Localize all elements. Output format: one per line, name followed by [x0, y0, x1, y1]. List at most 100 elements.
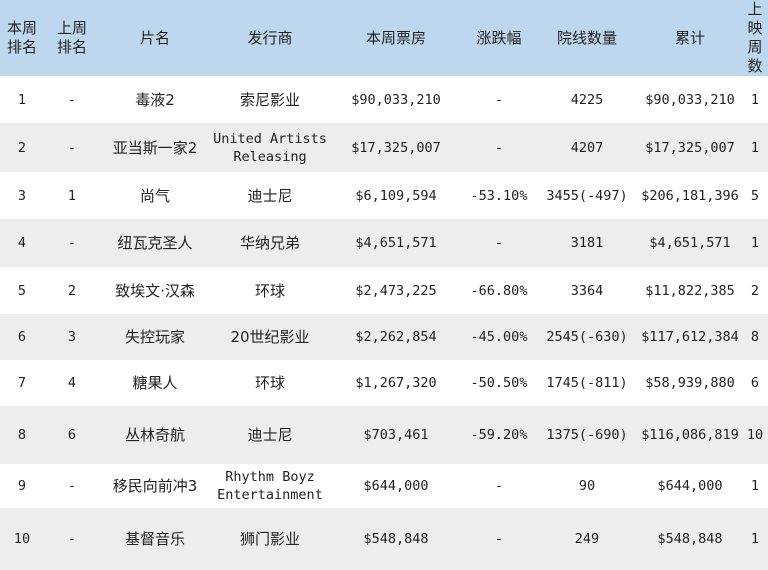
cell-change: -: [462, 219, 536, 267]
cell-theaters: 249: [536, 508, 638, 570]
cell-rank: 2: [0, 123, 44, 172]
header-change: 涨跌幅: [462, 0, 536, 76]
cell-title: 失控玩家: [100, 314, 210, 360]
cell-weekly-gross: $703,461: [330, 406, 462, 464]
cell-title: 糖果人: [100, 360, 210, 406]
cell-distributor: 迪士尼: [210, 172, 330, 219]
table-row: 3 1 尚气 迪士尼 $6,109,594 -53.10% 3455(-497) $206,1…: [0, 172, 768, 219]
cell-weeks: 1: [742, 219, 768, 267]
cell-rank: 1: [0, 76, 44, 123]
cell-change: -: [462, 76, 536, 123]
cell-theaters: 90: [536, 464, 638, 508]
cell-distributor: 环球: [210, 360, 330, 406]
table-row: 4- 纽瓦克圣人 华纳兄弟 $4,651,571-3181 $4,651,571 1: [0, 219, 768, 267]
cell-theaters: 2545(-630): [536, 314, 638, 360]
cell-weekly-gross: $2,262,854: [330, 314, 462, 360]
cell-distributor: 狮门影业: [210, 508, 330, 570]
cell-change: -: [462, 508, 536, 570]
cell-theaters: 4207: [536, 123, 638, 172]
cell-title: 亚当斯一家2: [100, 123, 210, 172]
cell-title: 尚气: [100, 172, 210, 219]
cell-theaters: 3364: [536, 267, 638, 314]
cell-weekly-gross: $1,267,320: [330, 360, 462, 406]
header-distributor: 发行商: [210, 0, 330, 76]
cell-title: 纽瓦克圣人: [100, 219, 210, 267]
cell-title: 基督音乐: [100, 508, 210, 570]
cell-total-gross: $116,086,819: [638, 406, 742, 464]
table-row: 1- 毒液2 索尼影业 $90,033,210-4225 $90,033,210 1: [0, 76, 768, 123]
cell-rank: 9: [0, 464, 44, 508]
cell-rank: 10: [0, 508, 44, 570]
table-row: 10- 基督音乐 狮门影业 $548,848-249 $548,848 1: [0, 508, 768, 570]
cell-last-rank: 3: [44, 314, 100, 360]
cell-change: -66.80%: [462, 267, 536, 314]
cell-rank: 8: [0, 406, 44, 464]
cell-last-rank: 6: [44, 406, 100, 464]
cell-weekly-gross: $6,109,594: [330, 172, 462, 219]
cell-weekly-gross: $90,033,210: [330, 76, 462, 123]
cell-change: -: [462, 464, 536, 508]
cell-total-gross: $206,181,396: [638, 172, 742, 219]
cell-weekly-gross: $548,848: [330, 508, 462, 570]
cell-rank: 3: [0, 172, 44, 219]
cell-theaters: 3181: [536, 219, 638, 267]
cell-distributor: United Artists Releasing: [210, 123, 330, 172]
table-row: 9 - 移民向前冲3 Rhythm Boyz Entertainment $644,00…: [0, 464, 768, 508]
cell-distributor: Rhythm Boyz Entertainment: [210, 464, 330, 508]
cell-total-gross: $548,848: [638, 508, 742, 570]
header-rank-this-week: 本周 排名: [0, 0, 44, 76]
cell-change: -: [462, 123, 536, 172]
cell-weeks: 8: [742, 314, 768, 360]
cell-change: -45.00%: [462, 314, 536, 360]
cell-distributor: 环球: [210, 267, 330, 314]
cell-last-rank: -: [44, 76, 100, 123]
cell-weekly-gross: $4,651,571: [330, 219, 462, 267]
cell-total-gross: $17,325,007: [638, 123, 742, 172]
cell-title: 毒液2: [100, 76, 210, 123]
cell-weeks: 6: [742, 360, 768, 406]
cell-last-rank: -: [44, 508, 100, 570]
header-title: 片名: [100, 0, 210, 76]
cell-distributor: 华纳兄弟: [210, 219, 330, 267]
table-row: 8 6 丛林奇航 迪士尼 $703,461 -59.20% 1375(-690) $116,0…: [0, 406, 768, 464]
cell-weekly-gross: $17,325,007: [330, 123, 462, 172]
cell-weekly-gross: $644,000: [330, 464, 462, 508]
header-theaters: 院线数量: [536, 0, 638, 76]
cell-total-gross: $58,939,880: [638, 360, 742, 406]
cell-weeks: 1: [742, 464, 768, 508]
header-weekly-gross: 本周票房: [330, 0, 462, 76]
table-row: 6 3 失控玩家 20世纪影业 $2,262,854 -45.00% 2545(-630) $…: [0, 314, 768, 360]
table-row: 7 4 糖果人 环球 $1,267,320 -50.50% 1745(-811) $58,93…: [0, 360, 768, 406]
cell-change: -59.20%: [462, 406, 536, 464]
cell-weeks: 1: [742, 76, 768, 123]
cell-rank: 5: [0, 267, 44, 314]
cell-title: 移民向前冲3: [100, 464, 210, 508]
cell-total-gross: $4,651,571: [638, 219, 742, 267]
header-total-gross: 累计: [638, 0, 742, 76]
cell-theaters: 1745(-811): [536, 360, 638, 406]
cell-total-gross: $11,822,385: [638, 267, 742, 314]
cell-last-rank: -: [44, 219, 100, 267]
cell-distributor: 索尼影业: [210, 76, 330, 123]
cell-last-rank: 4: [44, 360, 100, 406]
cell-last-rank: -: [44, 123, 100, 172]
cell-theaters: 4225: [536, 76, 638, 123]
cell-rank: 4: [0, 219, 44, 267]
header-row: 本周 排名 上周 排名 片名 发行商 本周票房 涨跌幅 院线数量 累计 上映 周数: [0, 0, 768, 76]
cell-title: 致埃文·汉森: [100, 267, 210, 314]
table-row: 2- 亚当斯一家2 United Artists Releasing $17,325,…: [0, 123, 768, 172]
cell-change: -53.10%: [462, 172, 536, 219]
cell-theaters: 1375(-690): [536, 406, 638, 464]
cell-title: 丛林奇航: [100, 406, 210, 464]
cell-distributor: 20世纪影业: [210, 314, 330, 360]
cell-weeks: 1: [742, 123, 768, 172]
cell-last-rank: 1: [44, 172, 100, 219]
cell-weeks: 10: [742, 406, 768, 464]
cell-distributor: 迪士尼: [210, 406, 330, 464]
cell-last-rank: 2: [44, 267, 100, 314]
header-rank-last-week: 上周 排名: [44, 0, 100, 76]
cell-rank: 6: [0, 314, 44, 360]
cell-rank: 7: [0, 360, 44, 406]
cell-weeks: 5: [742, 172, 768, 219]
